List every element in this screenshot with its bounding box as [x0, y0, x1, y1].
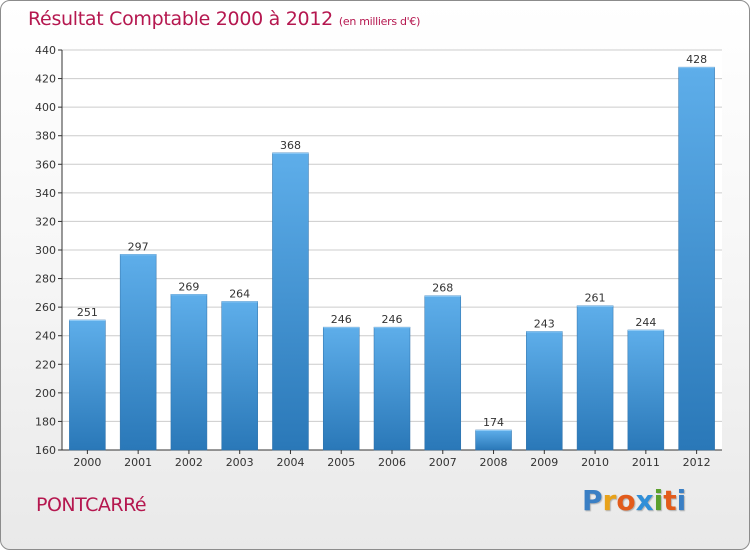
data-label: 243	[534, 317, 555, 330]
x-tick-label: 2000	[73, 456, 101, 469]
bar	[221, 301, 258, 451]
y-tick-label: 400	[35, 101, 56, 114]
chart-title-text: Résultat Comptable 2000 à 2012	[28, 8, 333, 30]
logo-letter: i	[676, 484, 687, 517]
y-tick-label: 160	[35, 444, 56, 457]
bar	[526, 331, 563, 451]
bar	[627, 329, 665, 451]
bar	[424, 295, 462, 451]
bar	[272, 152, 309, 451]
x-tick-label: 2002	[175, 456, 203, 469]
y-tick-label: 240	[35, 330, 56, 343]
commune-name: PONTCARRé	[36, 494, 147, 516]
y-tick-label: 300	[35, 244, 56, 257]
bar	[119, 254, 157, 451]
data-label: 368	[280, 139, 301, 152]
x-tick-label: 2007	[429, 456, 457, 469]
y-tick-label: 440	[35, 44, 56, 57]
logo-letter: P	[582, 484, 603, 517]
x-tick-label: 2011	[632, 456, 660, 469]
chart-subtitle: (en milliers d'€)	[338, 15, 421, 28]
data-label: 297	[128, 240, 149, 253]
logo-letter: i	[653, 484, 664, 517]
bar	[373, 326, 411, 451]
logo-letter: t	[663, 484, 677, 517]
y-tick-label: 320	[35, 215, 56, 228]
data-label: 244	[635, 316, 656, 329]
y-tick-label: 280	[35, 273, 56, 286]
bar	[170, 294, 208, 451]
logo-letter: r	[602, 484, 617, 517]
x-tick-label: 2001	[124, 456, 152, 469]
x-tick-label: 2006	[378, 456, 406, 469]
y-tick-label: 220	[35, 358, 56, 371]
bar	[69, 319, 106, 451]
data-label: 261	[585, 292, 606, 305]
y-tick-label: 360	[35, 158, 56, 171]
data-label: 428	[686, 53, 707, 66]
y-tick-label: 180	[35, 415, 56, 428]
data-label: 251	[77, 306, 98, 319]
y-tick-label: 420	[35, 73, 56, 86]
x-tick-label: 2004	[276, 456, 304, 469]
x-tick-label: 2012	[683, 456, 711, 469]
x-tick-label: 2009	[530, 456, 558, 469]
x-tick-label: 2005	[327, 456, 355, 469]
x-tick-label: 2010	[581, 456, 609, 469]
data-label: 174	[483, 416, 504, 429]
data-label: 269	[178, 280, 199, 293]
x-tick-label: 2003	[226, 456, 254, 469]
data-label: 264	[229, 287, 250, 300]
proxiti-logo: Proxiti	[582, 484, 686, 517]
y-tick-label: 260	[35, 301, 56, 314]
data-label: 246	[382, 313, 403, 326]
bar	[475, 429, 512, 451]
y-tick-label: 380	[35, 130, 56, 143]
data-label: 268	[432, 282, 453, 295]
x-tick-label: 2008	[480, 456, 508, 469]
y-tick-label: 340	[35, 187, 56, 200]
bar	[678, 66, 715, 451]
data-label: 246	[331, 313, 352, 326]
chart-title: Résultat Comptable 2000 à 2012 (en millie…	[28, 8, 420, 30]
bar	[576, 305, 614, 451]
y-tick-label: 200	[35, 387, 56, 400]
logo-letter: x	[635, 484, 654, 517]
logo-letter: o	[616, 484, 636, 517]
bar	[322, 326, 360, 451]
